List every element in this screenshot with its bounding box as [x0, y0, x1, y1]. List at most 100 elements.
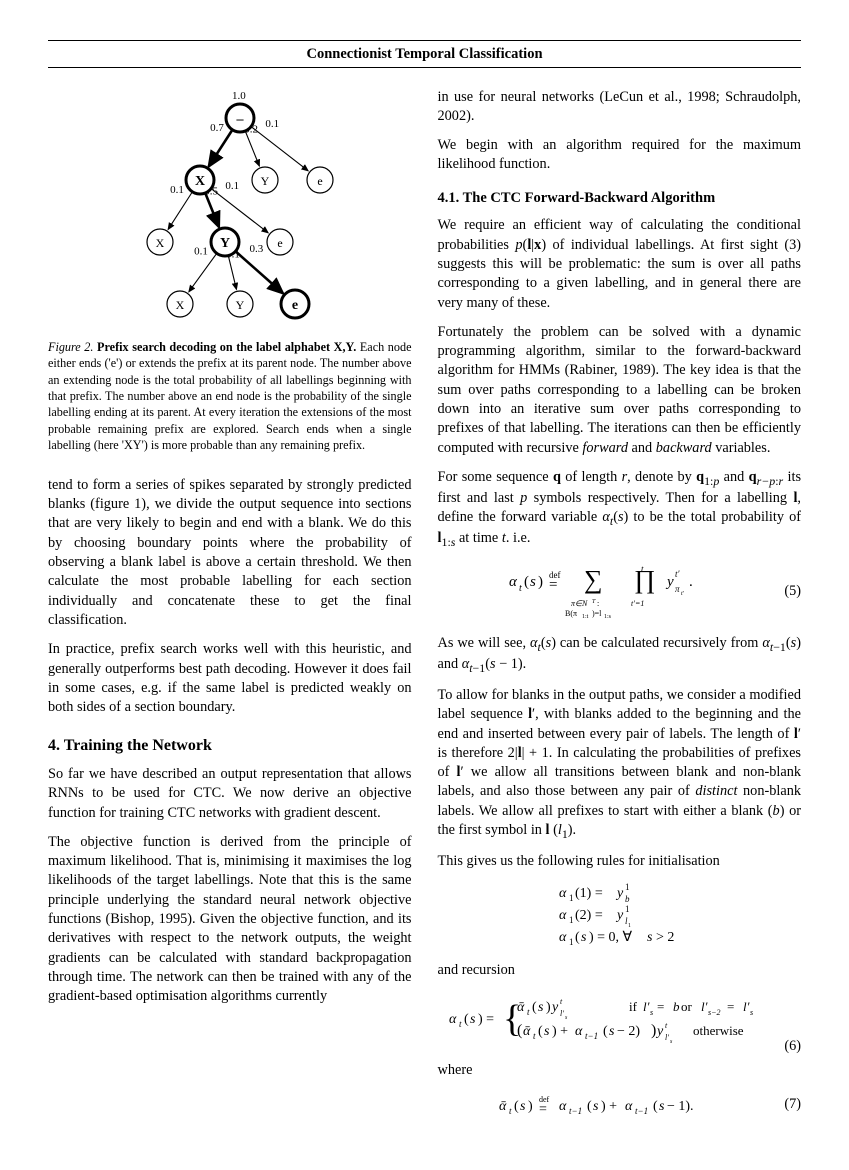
- svg-text:t−1: t−1: [585, 1031, 598, 1041]
- rule-bottom: [48, 67, 801, 68]
- svg-text:y: y: [655, 1024, 664, 1039]
- svg-text:s: s: [565, 1015, 568, 1021]
- svg-text:t: t: [527, 1007, 530, 1017]
- svg-text:e: e: [317, 174, 322, 188]
- svg-text:): ): [528, 1099, 533, 1114]
- svg-text:∑: ∑: [584, 565, 603, 594]
- svg-text:Y: Y: [260, 174, 269, 188]
- right-p5: For some sequence q of length r, denote …: [438, 468, 802, 550]
- svg-text:s: s: [650, 1008, 653, 1017]
- svg-text:b: b: [625, 894, 630, 904]
- svg-text:0.1: 0.1: [194, 245, 208, 257]
- svg-text:π∈N: π∈N: [571, 599, 588, 608]
- eq7-num: (7): [784, 1095, 801, 1114]
- svg-text:y: y: [665, 574, 674, 590]
- svg-text:(: (: [532, 1000, 537, 1015]
- eq7-svg: ᾱt(s) def= αt−1(s) + αt−1(s − 1).: [479, 1090, 759, 1120]
- right-p9: and recursion: [438, 961, 802, 980]
- svg-text:l′: l′: [743, 999, 750, 1014]
- left-column: 0.70.20.10.10.50.10.10.10.31.0–XYeXYeXYe…: [48, 88, 412, 1130]
- running-head: Connectionist Temporal Classification: [48, 40, 801, 68]
- right-p3: We require an efficient way of calculati…: [438, 216, 802, 312]
- svg-text:0.1: 0.1: [225, 180, 239, 192]
- svg-text:(: (: [524, 574, 529, 590]
- right-p2: We begin with an algorithm required for …: [438, 136, 802, 175]
- right-p6: As we will see, αt(s) can be calculated …: [438, 634, 802, 676]
- svg-text:X: X: [155, 236, 164, 250]
- svg-text:or: or: [681, 999, 693, 1014]
- svg-text:0.1: 0.1: [170, 184, 184, 196]
- svg-text:0.1: 0.1: [265, 118, 279, 130]
- left-p2: In practice, prefix search works well wi…: [48, 640, 412, 717]
- svg-text:) = 0, ∀: ) = 0, ∀: [589, 930, 633, 945]
- right-p4: Fortunately the problem can be solved wi…: [438, 323, 802, 458]
- init-equations: α1(1) = y1b α1(2) = y1l1 α1(s) = 0, ∀s >…: [438, 881, 802, 951]
- svg-text:− 1).: − 1).: [667, 1099, 694, 1114]
- fig-lead: Figure 2.: [48, 340, 93, 354]
- svg-text:π: π: [675, 584, 680, 594]
- svg-text:− 2): − 2): [617, 1024, 640, 1039]
- left-p3: So far we have described an output repre…: [48, 765, 412, 823]
- left-p4: The objective function is derived from t…: [48, 833, 412, 1007]
- eq6-svg: αt(s) = { ᾱt(s)ytl′s if l′s = b or l′s−2…: [449, 991, 789, 1051]
- svg-text:1.0: 1.0: [232, 90, 246, 102]
- svg-text:s: s: [470, 1012, 476, 1027]
- svg-text:t−1: t−1: [569, 1106, 582, 1116]
- svg-text:X: X: [195, 174, 205, 189]
- svg-text:1:t: 1:t: [582, 614, 589, 620]
- svg-text:t′: t′: [681, 591, 685, 597]
- svg-text:Y: Y: [235, 298, 244, 312]
- svg-text:) =: ) =: [478, 1012, 494, 1027]
- svg-text:): ): [538, 574, 543, 590]
- svg-text:t′: t′: [675, 569, 681, 579]
- svg-text:–: –: [235, 112, 244, 127]
- svg-text:s: s: [520, 1099, 526, 1114]
- svg-text:t: t: [665, 1021, 668, 1030]
- svg-text:l′: l′: [701, 999, 708, 1014]
- svg-text:s: s: [593, 1099, 599, 1114]
- svg-text:s: s: [544, 1024, 550, 1039]
- svg-text:=: =: [549, 577, 557, 593]
- svg-text:1: 1: [569, 915, 574, 925]
- svg-text:s: s: [530, 574, 536, 590]
- svg-text:l′: l′: [665, 1033, 669, 1042]
- svg-text:B(π: B(π: [565, 609, 577, 618]
- svg-text:Y: Y: [220, 236, 230, 251]
- init-eq-svg: α1(1) = y1b α1(2) = y1l1 α1(s) = 0, ∀s >…: [519, 881, 719, 951]
- subsection-4-1-heading: 4.1. The CTC Forward-Backward Algorithm: [438, 189, 802, 209]
- svg-text::: :: [597, 599, 599, 608]
- svg-text:1: 1: [569, 937, 574, 947]
- eq6-num: (6): [784, 1037, 801, 1056]
- svg-text:(2) =: (2) =: [575, 908, 603, 923]
- figure-2-caption: Figure 2. Prefix search decoding on the …: [48, 339, 412, 454]
- svg-text:b: b: [673, 999, 680, 1014]
- svg-text:t−1: t−1: [635, 1106, 648, 1116]
- svg-text:X: X: [175, 298, 184, 312]
- svg-text:α: α: [559, 930, 567, 945]
- svg-text:): ): [546, 1000, 551, 1015]
- svg-text:T: T: [592, 599, 596, 605]
- svg-text:α: α: [559, 1099, 567, 1114]
- svg-text:t′=1: t′=1: [631, 599, 644, 608]
- right-p7: To allow for blanks in the output paths,…: [438, 686, 802, 842]
- svg-text:(: (: [575, 930, 580, 945]
- svg-text:): ): [651, 1022, 656, 1039]
- svg-text:s: s: [609, 1024, 615, 1039]
- fig-body: Each node either ends ('e') or extends t…: [48, 340, 412, 453]
- svg-text:1: 1: [569, 893, 574, 903]
- svg-text:) +: ) +: [601, 1099, 617, 1114]
- svg-text:(: (: [587, 1099, 592, 1114]
- svg-text:t: t: [509, 1106, 512, 1116]
- svg-text:s: s: [750, 1008, 753, 1017]
- svg-text:1:s: 1:s: [604, 614, 612, 620]
- svg-text:α: α: [559, 886, 567, 901]
- svg-text:ᾱ: ᾱ: [523, 1024, 531, 1039]
- running-title: Connectionist Temporal Classification: [48, 45, 801, 65]
- svg-text:y: y: [615, 886, 624, 901]
- equation-6: αt(s) = { ᾱt(s)ytl′s if l′s = b or l′s−2…: [438, 991, 802, 1051]
- svg-text:t: t: [459, 1019, 462, 1029]
- svg-text:ᾱ: ᾱ: [517, 1000, 525, 1015]
- svg-text:(: (: [653, 1099, 658, 1114]
- svg-text:α: α: [509, 574, 518, 590]
- equation-5: α t ( s ) def = ∑ π∈N T : B(π 1:t )=l 1:…: [438, 560, 802, 624]
